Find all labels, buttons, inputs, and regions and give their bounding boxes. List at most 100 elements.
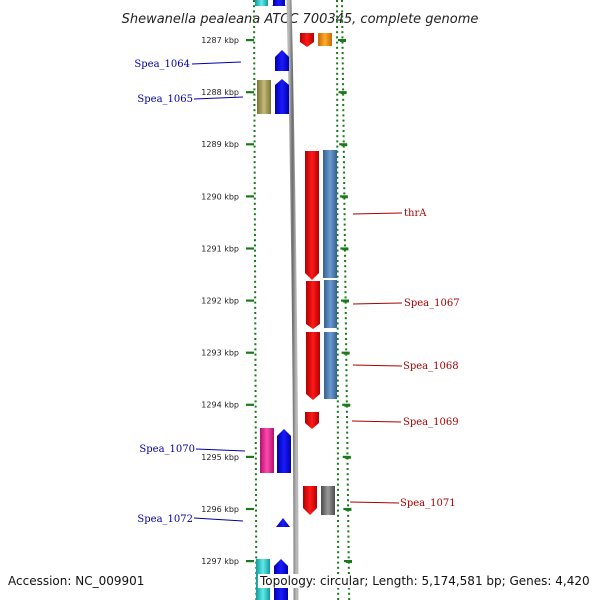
right-tick-track-dot bbox=[336, 384, 339, 387]
label-spea-1071[interactable]: Spea_1071 bbox=[400, 498, 456, 509]
left-tick-track-dot bbox=[254, 296, 257, 299]
left-tick-track-dot bbox=[254, 275, 257, 278]
right-tick-track-dot bbox=[336, 187, 339, 190]
outer-tick-track-dot bbox=[342, 88, 345, 91]
cds-spea-1072[interactable] bbox=[276, 518, 290, 527]
left-tick-track-dot bbox=[254, 447, 257, 450]
kbp-major-tick bbox=[246, 351, 254, 354]
right-tick-track-dot bbox=[336, 10, 339, 13]
cds-thra-cog[interactable] bbox=[323, 150, 337, 278]
right-tick-track-dot bbox=[336, 421, 339, 424]
outer-tick-track-dot bbox=[343, 202, 346, 205]
label-spea-1070[interactable]: Spea_1070 bbox=[139, 444, 195, 455]
right-tick-track-dot bbox=[336, 140, 339, 143]
right-tick-track-dot bbox=[336, 67, 339, 70]
left-tick-track-dot bbox=[253, 26, 256, 28]
left-tick-track-dot bbox=[254, 405, 257, 408]
cds-spea-1067-cog[interactable] bbox=[324, 280, 337, 328]
minor-tick-right bbox=[344, 404, 351, 407]
left-tick-track-dot bbox=[254, 317, 257, 320]
label-spea-1065[interactable]: Spea_1065 bbox=[137, 94, 193, 105]
left-tick-track-dot bbox=[254, 483, 257, 486]
right-tick-track-dot bbox=[336, 275, 339, 278]
right-tick-track-dot bbox=[336, 400, 339, 403]
left-tick-track-dot bbox=[254, 494, 257, 496]
label-spea-1064[interactable]: Spea_1064 bbox=[134, 59, 190, 70]
right-tick-track-dot bbox=[336, 93, 339, 96]
left-tick-track-dot bbox=[253, 228, 256, 231]
left-tick-track-dot bbox=[253, 197, 256, 200]
outer-tick-track-dot bbox=[346, 431, 349, 434]
right-tick-track-dot bbox=[336, 182, 339, 184]
right-tick-track-dot bbox=[336, 239, 339, 242]
cds-spea-1068[interactable] bbox=[306, 332, 320, 400]
left-tick-track-dot bbox=[253, 72, 256, 75]
label-spea-1067[interactable]: Spea_1067 bbox=[404, 298, 460, 309]
cds-reverse-top[interactable] bbox=[300, 33, 314, 47]
right-tick-track-dot bbox=[336, 234, 339, 236]
outer-tick-track-dot bbox=[345, 395, 348, 398]
label-spea-1068[interactable]: Spea_1068 bbox=[403, 361, 459, 372]
cds-spea-1065[interactable] bbox=[275, 79, 289, 114]
right-tick-track-dot bbox=[336, 473, 339, 476]
left-tick-track-dot bbox=[254, 358, 257, 361]
kbp-label: 1288 kbp bbox=[201, 88, 239, 97]
left-tick-track-dot bbox=[253, 244, 256, 247]
outer-tick-track-dot bbox=[347, 556, 350, 559]
cds-forward-top-body[interactable] bbox=[273, 0, 285, 6]
right-tick-track-dot bbox=[337, 514, 340, 517]
outer-tick-track-dot bbox=[345, 338, 348, 340]
left-tick-track-dot bbox=[255, 514, 258, 517]
right-tick-track-dot bbox=[336, 124, 339, 127]
cds-spea-1070[interactable] bbox=[277, 429, 291, 473]
minor-tick-right bbox=[346, 561, 352, 563]
cds-spea-1068-cog[interactable] bbox=[324, 332, 337, 399]
outer-tick-track-dot bbox=[347, 551, 350, 554]
cds-orange-cog-top[interactable] bbox=[318, 33, 332, 46]
minor-tick-right bbox=[341, 144, 348, 147]
outer-tick-track-dot bbox=[345, 384, 348, 387]
outer-tick-track-dot bbox=[342, 145, 345, 148]
cds-spea-1064[interactable] bbox=[275, 50, 289, 71]
outer-tick-track-dot bbox=[343, 208, 346, 210]
left-tick-track-dot bbox=[254, 395, 257, 398]
kbp-major-tick bbox=[246, 403, 254, 406]
outer-tick-track-dot bbox=[345, 374, 348, 377]
right-tick-track-dot bbox=[337, 561, 340, 564]
outer-tick-track-dot bbox=[343, 171, 346, 174]
genome-backbone bbox=[286, 0, 299, 600]
right-tick-track-dot bbox=[337, 587, 340, 590]
cds-spea-1070-cog[interactable] bbox=[260, 428, 274, 473]
cds-spea-1071-cog[interactable] bbox=[321, 486, 335, 515]
left-tick-track-dot bbox=[254, 436, 257, 439]
right-labels: thrA Spea_1067 Spea_1068 Spea_1069 Spea_… bbox=[349, 208, 460, 509]
outer-tick-track-dot bbox=[341, 62, 344, 65]
outer-tick-track-dot bbox=[345, 400, 348, 403]
label-spea-1069[interactable]: Spea_1069 bbox=[403, 417, 459, 428]
outer-tick-track-dot bbox=[344, 327, 347, 330]
cds-spea-1067[interactable] bbox=[306, 281, 320, 329]
cds-spea-1065-cog[interactable] bbox=[257, 80, 271, 114]
left-tick-track-dot bbox=[253, 166, 256, 169]
right-tick-track-dot bbox=[336, 57, 339, 60]
right-tick-track-dot bbox=[337, 520, 340, 522]
left-tick-track-dot bbox=[253, 15, 256, 18]
label-spea-1072[interactable]: Spea_1072 bbox=[137, 514, 193, 525]
cds-thra[interactable] bbox=[305, 151, 319, 280]
label-thra[interactable]: thrA bbox=[404, 208, 427, 219]
kbp-label: 1293 kbp bbox=[201, 349, 239, 358]
outer-tick-track-dot bbox=[344, 291, 347, 294]
kbp-label: 1289 kbp bbox=[201, 140, 239, 149]
right-tick-track-dot bbox=[336, 119, 339, 122]
outer-tick-track-dot bbox=[346, 447, 349, 450]
cds-spea-1069[interactable] bbox=[305, 412, 319, 429]
outer-tick-track-dot bbox=[345, 379, 348, 382]
minor-tick-right bbox=[341, 196, 348, 199]
left-tick-track-dot bbox=[253, 130, 256, 132]
left-tick-track-dot bbox=[254, 468, 257, 470]
right-tick-track-dot bbox=[336, 405, 339, 408]
right-tick-track-dot bbox=[336, 218, 339, 221]
cds-cyan-cog-top[interactable] bbox=[255, 0, 268, 6]
cds-spea-1071[interactable] bbox=[303, 486, 317, 515]
